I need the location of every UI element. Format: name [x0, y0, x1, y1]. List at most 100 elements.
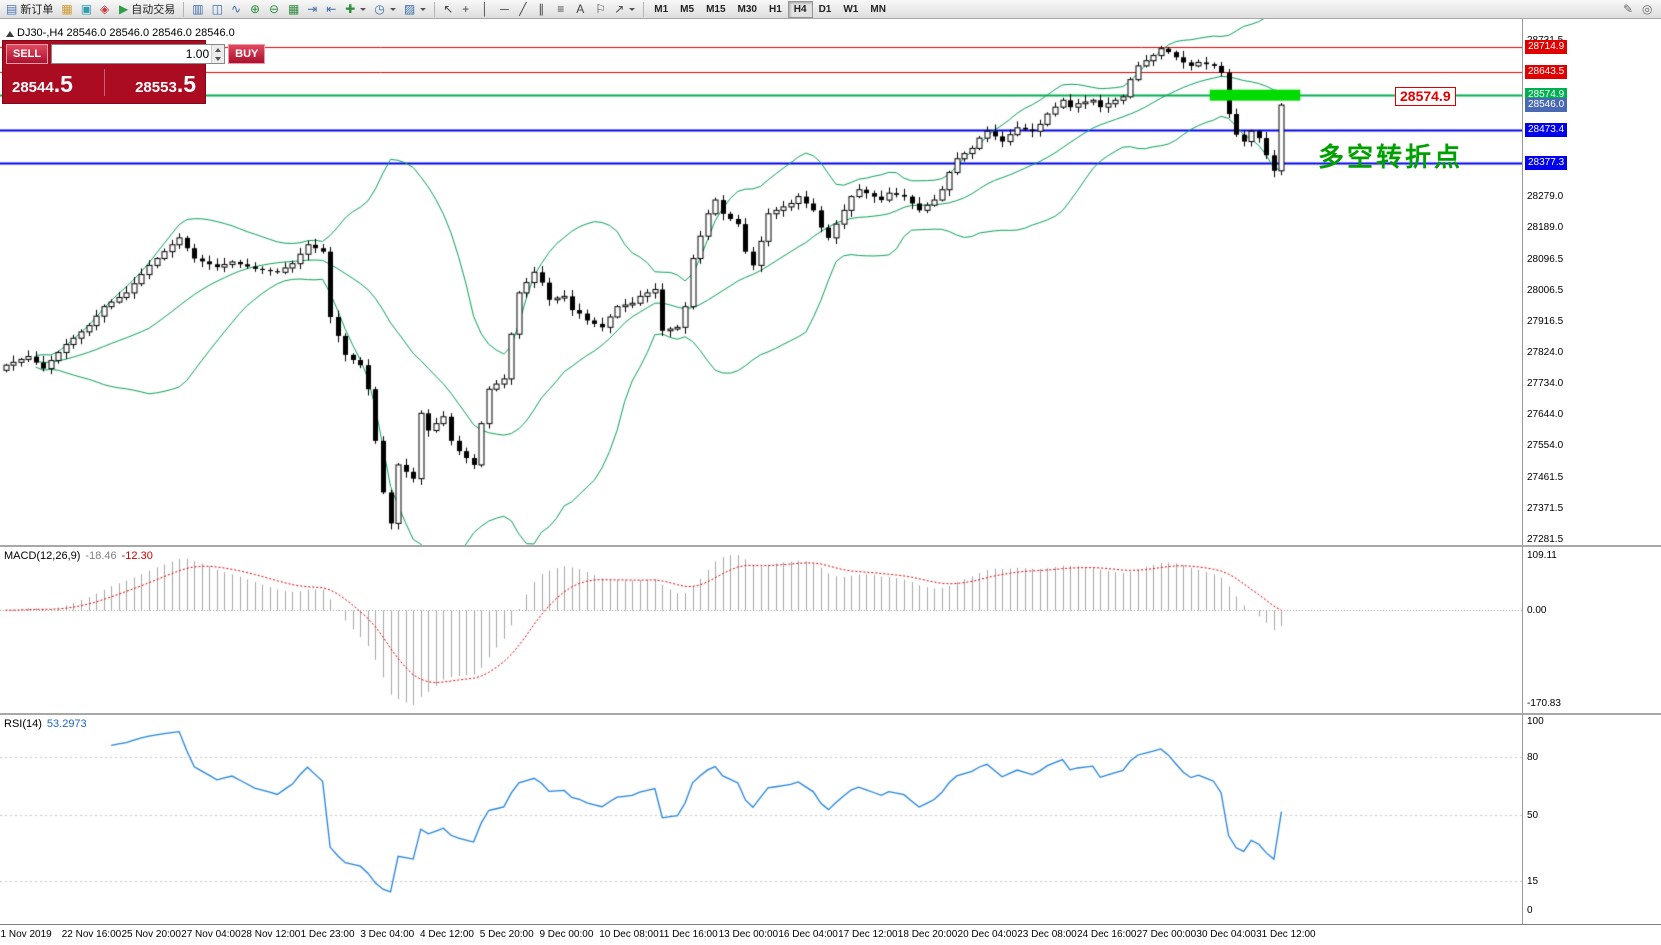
- trade-controls-row: SELL BUY: [3, 41, 266, 67]
- macd-label: MACD(12,26,9) -18.46 -12.30: [4, 550, 153, 562]
- macd-axis-label: 109.11: [1527, 550, 1557, 561]
- toolbar-group: ▤ 新订单 ▦ ▣ ◈ ▶ 自动交易: [2, 1, 179, 18]
- candlestick-button[interactable]: ◫: [208, 1, 227, 18]
- panel-splitter[interactable]: [0, 713, 1661, 715]
- text-icon: A: [576, 2, 585, 16]
- time-axis-label: 28 Nov 12:00: [240, 929, 301, 940]
- timeframe-m1-button[interactable]: M1: [648, 1, 674, 18]
- templates-button[interactable]: ▨: [400, 1, 430, 18]
- timeframe-group: M1 M5 M15 M30 H1 H4 D1 W1 MN: [648, 0, 892, 18]
- label-icon: ⚐: [595, 2, 606, 16]
- time-axis-label: 18 Dec 20:00: [897, 929, 958, 940]
- metaeditor-button[interactable]: ◈: [96, 1, 115, 18]
- vertical-line-button[interactable]: │: [477, 1, 496, 18]
- macd-value-main: -18.46: [85, 550, 117, 562]
- auto-scroll-button[interactable]: ⇥: [303, 1, 322, 18]
- tile-windows-button[interactable]: ▦: [284, 1, 303, 18]
- toolbar-right-group: ✎ ◎: [1619, 1, 1657, 18]
- buy-button[interactable]: BUY: [228, 44, 266, 64]
- rsi-axis-label: 50: [1527, 809, 1539, 821]
- price-grid-label: 28006.5: [1527, 284, 1564, 296]
- crosshair-button[interactable]: +: [458, 1, 477, 18]
- rsi-canvas[interactable]: [0, 715, 1522, 924]
- price-grid-label: 27461.5: [1527, 472, 1564, 484]
- macd-canvas[interactable]: [0, 547, 1522, 713]
- zoom-in-button[interactable]: ⊕: [246, 1, 265, 18]
- cursor-button[interactable]: ↖: [439, 1, 458, 18]
- time-axis-label: 27 Nov 04:00: [181, 929, 241, 940]
- timeframe-mn-button[interactable]: MN: [864, 1, 892, 18]
- rsi-axis-label: 80: [1527, 752, 1539, 764]
- chart-window-icon: ▣: [80, 2, 93, 16]
- one-click-trading-panel: SELL BUY 28544.5 28553.5: [2, 40, 266, 104]
- time-axis-label: 9 Dec 00:00: [539, 929, 594, 940]
- time-axis-label: 31 Dec 12:00: [1256, 929, 1316, 940]
- price-chart-canvas[interactable]: [0, 19, 1522, 545]
- arrows-button[interactable]: ↗: [610, 1, 639, 18]
- line-chart-icon: ∿: [230, 2, 242, 16]
- timeframe-m5-button[interactable]: M5: [674, 1, 700, 18]
- zoom-in-icon: ⊕: [249, 2, 261, 16]
- new-order-button[interactable]: ▤ 新订单: [2, 1, 57, 18]
- volume-input[interactable]: [52, 45, 212, 63]
- panel-splitter[interactable]: [0, 545, 1661, 547]
- timeframe-d1-button[interactable]: D1: [813, 1, 838, 18]
- sell-price[interactable]: 28544.5: [12, 73, 73, 96]
- macd-panel: 109.11 0.00 -170.83 MACD(12,26,9) -18.46 -12…: [0, 547, 1661, 713]
- price-grid-label: 27371.5: [1527, 503, 1564, 515]
- horizontal-line-button[interactable]: ─: [496, 1, 515, 18]
- volume-down-button[interactable]: [212, 54, 225, 63]
- rsi-panel: 100 80 50 15 0 RSI(14) 53.2973: [0, 715, 1661, 924]
- price-grid-label: 27644.0: [1527, 409, 1564, 421]
- timeframe-h1-button[interactable]: H1: [763, 1, 788, 18]
- volume-up-button[interactable]: [212, 45, 225, 54]
- label-button[interactable]: ⚐: [591, 1, 610, 18]
- rsi-axis-label: 100: [1527, 716, 1544, 727]
- trade-panel-collapse-icon[interactable]: [6, 31, 14, 37]
- buy-price-frac: .5: [176, 71, 196, 97]
- autotrading-icon: ▶: [119, 2, 129, 16]
- magnifier-button[interactable]: ◎: [1638, 1, 1657, 18]
- text-button[interactable]: A: [572, 1, 591, 18]
- chart-title: DJ30-,H4 28546.0 28546.0 28546.0 28546.0: [17, 27, 235, 39]
- sell-button[interactable]: SELL: [6, 44, 49, 64]
- chart-shift-button[interactable]: ⇤: [322, 1, 341, 18]
- bar-chart-button[interactable]: ▥: [188, 1, 207, 18]
- fibonacci-button[interactable]: ≡: [553, 1, 572, 18]
- sell-price-frac: .5: [53, 71, 73, 97]
- zoom-out-button[interactable]: ⊖: [265, 1, 284, 18]
- trendline-button[interactable]: ╱: [515, 1, 534, 18]
- cursor-icon: ↖: [443, 2, 454, 16]
- price-grid-label: 27734.0: [1527, 378, 1564, 390]
- rsi-value: 53.2973: [46, 718, 87, 730]
- vertical-line-icon: │: [481, 2, 489, 16]
- line-chart-button[interactable]: ∿: [227, 1, 246, 18]
- toolbar-separator: [434, 1, 436, 17]
- metaeditor-icon: ◈: [100, 2, 110, 16]
- timeframe-m15-button[interactable]: M15: [700, 1, 731, 18]
- channel-button[interactable]: ∥: [534, 1, 553, 18]
- draw-button[interactable]: ✎: [1619, 1, 1638, 18]
- time-axis-label: 20 Dec 04:00: [957, 929, 1018, 940]
- timeframe-h4-button[interactable]: H4: [787, 0, 813, 18]
- trade-prices-row: 28544.5 28553.5: [3, 67, 205, 101]
- rsi-axis-label: 15: [1527, 876, 1539, 888]
- timeframe-m30-button[interactable]: M30: [732, 1, 763, 18]
- turning-point-label: 多空转折点: [1318, 142, 1464, 172]
- chart-window-button[interactable]: ▣: [77, 1, 96, 18]
- macd-axis: 109.11 0.00 -170.83: [1522, 547, 1661, 713]
- magnifier-icon: ◎: [1642, 2, 1653, 16]
- periods-button[interactable]: ◷: [370, 1, 399, 18]
- candlestick-icon: ◫: [211, 2, 223, 16]
- buy-price[interactable]: 28553.5: [135, 73, 196, 96]
- timeframe-w1-button[interactable]: W1: [837, 1, 864, 18]
- channel-icon: ∥: [538, 2, 545, 16]
- trade-panel-divider: [104, 69, 105, 96]
- profiles-button[interactable]: ▦: [57, 1, 76, 18]
- zoom-out-icon: ⊖: [268, 2, 280, 16]
- horizontal-line-icon: ─: [500, 2, 509, 16]
- price-grid-label: 27281.5: [1527, 534, 1564, 545]
- autotrading-button[interactable]: ▶ 自动交易: [115, 1, 179, 18]
- indicators-button[interactable]: ✚: [341, 1, 370, 18]
